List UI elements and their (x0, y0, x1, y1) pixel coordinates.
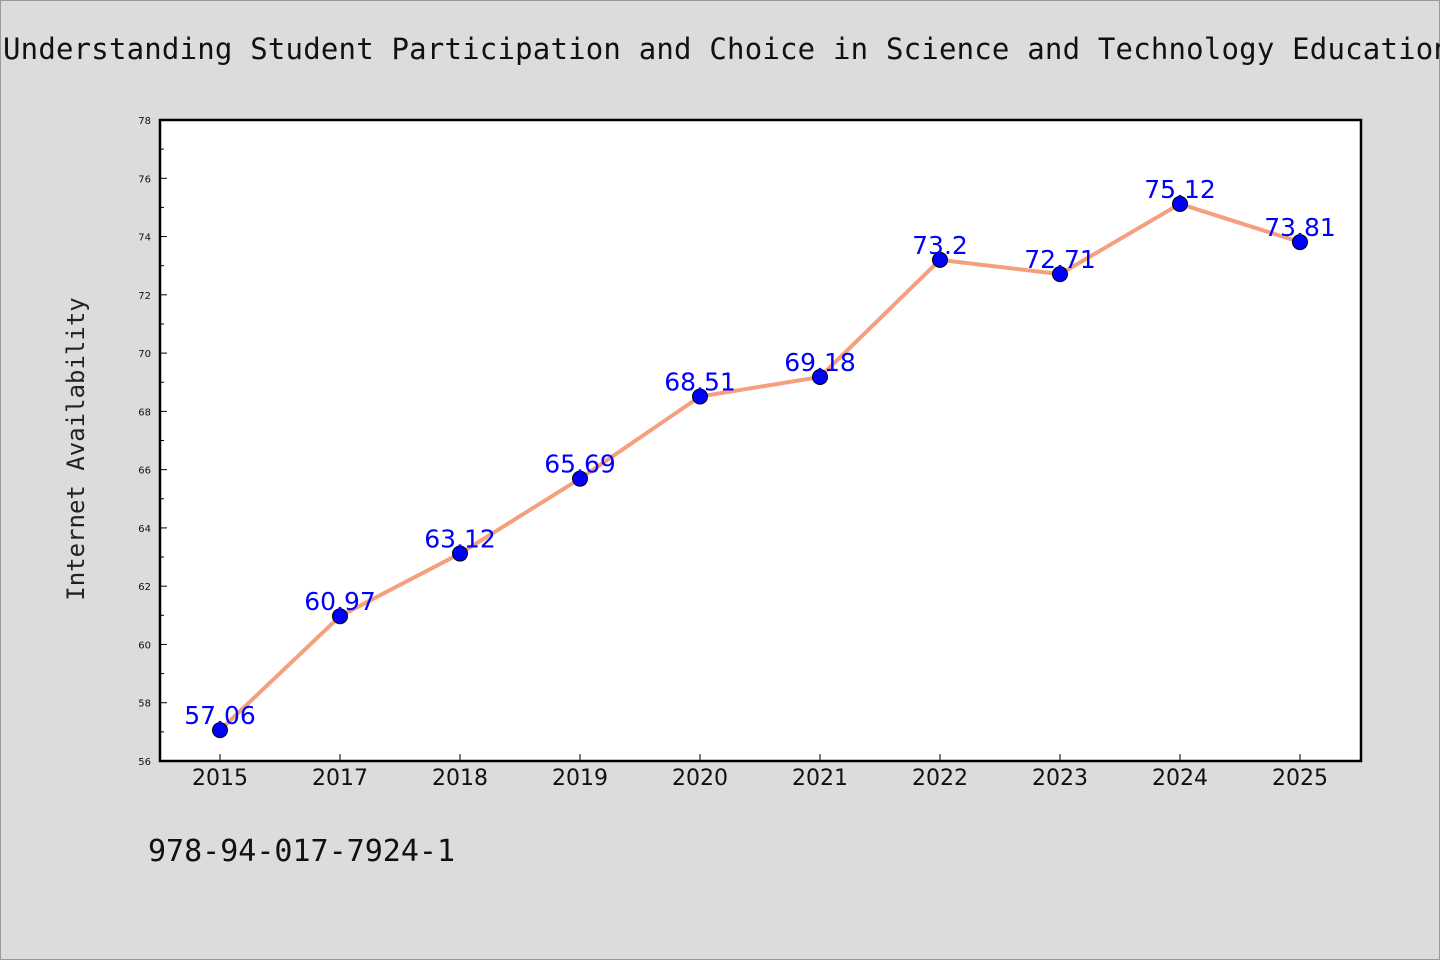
data-point (932, 251, 948, 268)
y-tick-label: 76 (138, 174, 151, 185)
data-label: 75.12 (1144, 175, 1216, 204)
x-tick-label: 2019 (552, 766, 608, 791)
data-point (1292, 234, 1308, 251)
data-point (1172, 195, 1188, 212)
data-label: 73.2 (912, 231, 968, 260)
y-tick-label: 74 (138, 233, 151, 244)
y-tick-label: 64 (138, 524, 151, 535)
x-tick-label: 2023 (1032, 766, 1088, 791)
y-tick-label: 60 (138, 640, 151, 651)
y-tick-label: 58 (138, 699, 151, 710)
x-tick-label: 2021 (792, 766, 848, 791)
y-tick-label: 78 (138, 116, 151, 127)
data-label: 69.18 (784, 348, 856, 377)
data-point (572, 470, 588, 487)
data-point (692, 388, 708, 405)
y-tick-label: 70 (138, 349, 151, 360)
data-label: 68.51 (664, 368, 736, 397)
series-line (218, 201, 1302, 733)
x-tick-label: 2024 (1152, 766, 1208, 791)
data-label: 65.69 (544, 450, 616, 479)
x-tick-label: 2022 (912, 766, 968, 791)
y-axis-label: Internet Availability (62, 297, 90, 600)
data-label: 57.06 (184, 701, 256, 730)
data-label: 72.71 (1024, 245, 1096, 274)
data-point (452, 545, 468, 562)
data-point (212, 722, 228, 739)
data-label: 63.12 (424, 525, 496, 554)
x-tick-label: 2020 (672, 766, 728, 791)
plot-area (158, 118, 1363, 763)
data-point (812, 368, 828, 385)
series-group: 57.06 60.97 63.12 65.69 68.51 69.18 73.2 72.71 7… (184, 175, 1336, 739)
x-tick-label: 2025 (1272, 766, 1328, 791)
x-axis: 2015 2017 2018 2019 2020 2021 2022 2023 2024 2025 (192, 754, 1328, 791)
y-tick-label: 66 (138, 466, 151, 477)
y-tick-label: 68 (138, 407, 151, 418)
data-label: 73.81 (1264, 213, 1336, 242)
x-tick-label: 2017 (312, 766, 368, 791)
isbn-caption: 978-94-017-7924-1 (148, 834, 456, 869)
data-point (332, 608, 348, 625)
y-tick-label: 72 (138, 291, 151, 302)
chart-title: Understanding Student Participation and … (3, 32, 1440, 66)
x-tick-label: 2018 (432, 766, 488, 791)
data-point (1052, 266, 1068, 283)
y-axis: 56 58 60 62 64 66 68 70 72 74 76 78 (138, 116, 167, 768)
data-label: 60.97 (304, 587, 376, 616)
y-tick-label: 62 (138, 582, 151, 593)
x-tick-label: 2015 (192, 766, 248, 791)
y-tick-label: 56 (138, 757, 151, 768)
